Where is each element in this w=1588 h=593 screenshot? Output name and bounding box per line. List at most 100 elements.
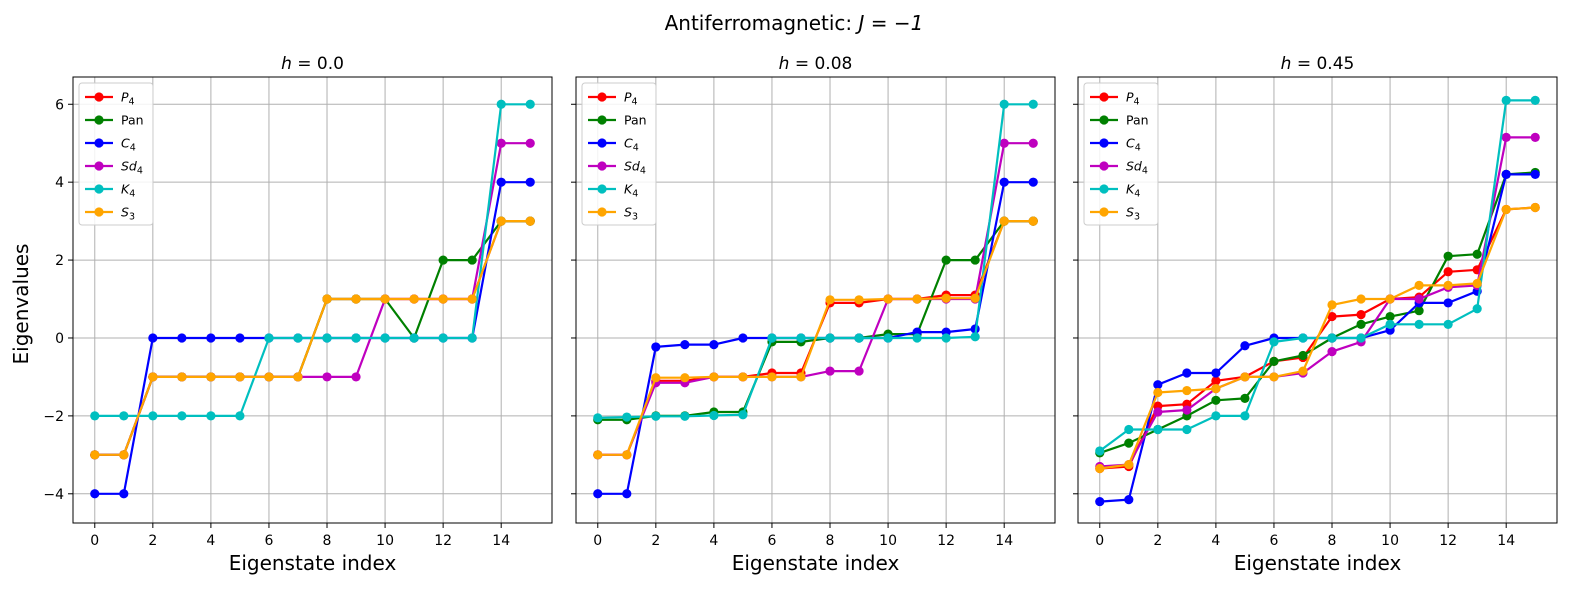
series-S3 <box>90 216 535 460</box>
data-point-K4 <box>825 333 835 343</box>
data-point-K4 <box>496 99 506 109</box>
data-point-S3 <box>680 373 690 383</box>
x-tick-label: 10 <box>376 533 394 549</box>
data-point-S3 <box>264 372 274 382</box>
data-point-K4 <box>854 333 864 343</box>
x-tick-label: 6 <box>767 533 776 549</box>
data-point-C4 <box>148 333 158 343</box>
data-point-K4 <box>293 333 303 343</box>
data-point-S3 <box>854 295 864 305</box>
legend-label-C4: C4 <box>624 136 639 154</box>
data-point-S3 <box>235 372 245 382</box>
data-point-K4 <box>322 333 332 343</box>
data-point-K4 <box>1501 95 1511 105</box>
data-point-K4 <box>235 411 245 421</box>
data-point-C4 <box>1124 495 1134 505</box>
data-point-K4 <box>1356 333 1366 343</box>
data-point-K4 <box>1153 424 1163 435</box>
y-tick-label: 4 <box>55 175 64 191</box>
series-K4 <box>1095 95 1540 456</box>
data-point-S3 <box>1298 366 1308 376</box>
data-point-Sd4 <box>825 366 835 376</box>
data-point-S3 <box>1501 204 1511 215</box>
subplot-title: h = 0.0 <box>281 54 344 74</box>
legend-marker-C4 <box>1099 138 1109 148</box>
legend-marker-K4 <box>1099 184 1109 194</box>
data-point-K4 <box>409 333 419 343</box>
x-tick-label: 0 <box>1095 533 1104 549</box>
data-point-K4 <box>767 333 777 343</box>
data-point-K4 <box>999 99 1009 109</box>
figure-title: Antiferromagnetic: J = −1 <box>665 11 924 35</box>
legend-marker-P4 <box>597 92 607 102</box>
y-tick-label: 0 <box>55 331 64 347</box>
data-point-Pan <box>1211 395 1221 405</box>
legend-label-C4: C4 <box>1126 136 1141 154</box>
legend-marker-C4 <box>597 138 607 148</box>
data-point-K4 <box>1211 411 1221 421</box>
legend-label-Sd4: Sd4 <box>121 159 143 177</box>
data-point-S3 <box>1414 280 1424 290</box>
data-point-S3 <box>738 372 748 382</box>
subplot-title: h = 0.08 <box>779 54 853 74</box>
data-point-K4 <box>525 99 535 109</box>
data-point-Pan <box>941 255 951 265</box>
legend-marker-S3 <box>94 207 104 217</box>
series-line-Pan <box>597 220 1034 421</box>
data-point-S3 <box>148 372 158 382</box>
legend-marker-Pan <box>1099 115 1109 125</box>
panel-1: 0 2 4 6 8 10 12 14 −4 −2 0 2 4 6 h = 0.0 Eigenstate ind… <box>43 54 553 575</box>
legend-box <box>581 82 657 226</box>
x-tick-label: 0 <box>593 533 602 549</box>
data-point-Sd4 <box>1414 294 1424 304</box>
y-tick-label: −4 <box>43 487 64 503</box>
data-point-Pan <box>1385 311 1395 322</box>
data-point-C4 <box>1240 341 1250 351</box>
data-point-K4 <box>438 333 448 343</box>
y-tick-label: −2 <box>43 409 64 425</box>
legend-label-S3: S3 <box>1126 205 1140 223</box>
data-point-K4 <box>883 333 893 343</box>
data-point-Pan <box>467 255 477 265</box>
data-point-S3 <box>351 294 361 304</box>
data-point-S3 <box>1240 372 1250 382</box>
series-Pan <box>593 216 1038 425</box>
series-line-S3 <box>1099 206 1536 470</box>
data-point-S3 <box>1028 216 1038 226</box>
data-point-Sd4 <box>351 372 361 382</box>
subplot-title: h = 0.45 <box>1281 54 1355 74</box>
data-point-S3 <box>593 450 603 460</box>
data-point-C4 <box>235 333 245 343</box>
data-point-K4 <box>206 411 216 421</box>
series-line-Sd4 <box>1099 136 1536 468</box>
data-point-K4 <box>1443 319 1453 329</box>
x-tick-label: 14 <box>1497 533 1515 549</box>
series-line-S3 <box>597 220 1034 456</box>
data-point-S3 <box>467 294 477 304</box>
x-tick-label: 2 <box>651 533 660 549</box>
data-point-C4 <box>206 333 216 343</box>
series-S3 <box>593 216 1038 460</box>
x-tick-label: 12 <box>1439 533 1457 549</box>
x-tick-label: 10 <box>1381 533 1399 549</box>
data-point-P4 <box>1443 267 1453 277</box>
data-point-S3 <box>1124 459 1134 470</box>
legend-marker-Sd4 <box>597 161 607 171</box>
data-point-C4 <box>709 340 719 350</box>
series-line-Pan <box>1099 171 1536 454</box>
x-tick-label: 8 <box>826 533 835 549</box>
data-point-K4 <box>796 333 806 343</box>
data-point-S3 <box>912 294 922 304</box>
axes-frame <box>72 76 553 524</box>
data-point-C4 <box>496 177 506 187</box>
data-point-K4 <box>177 411 187 421</box>
x-tick-label: 4 <box>709 533 718 549</box>
series-line-S3 <box>94 220 531 456</box>
data-point-S3 <box>1095 463 1105 474</box>
data-point-S3 <box>380 294 390 304</box>
data-point-Pan <box>1414 306 1424 316</box>
x-axis-label: Eigenstate index <box>229 551 397 575</box>
data-point-Sd4 <box>1028 138 1038 148</box>
data-point-K4 <box>738 410 748 420</box>
y-axis-label: Eigenvalues <box>9 244 33 365</box>
